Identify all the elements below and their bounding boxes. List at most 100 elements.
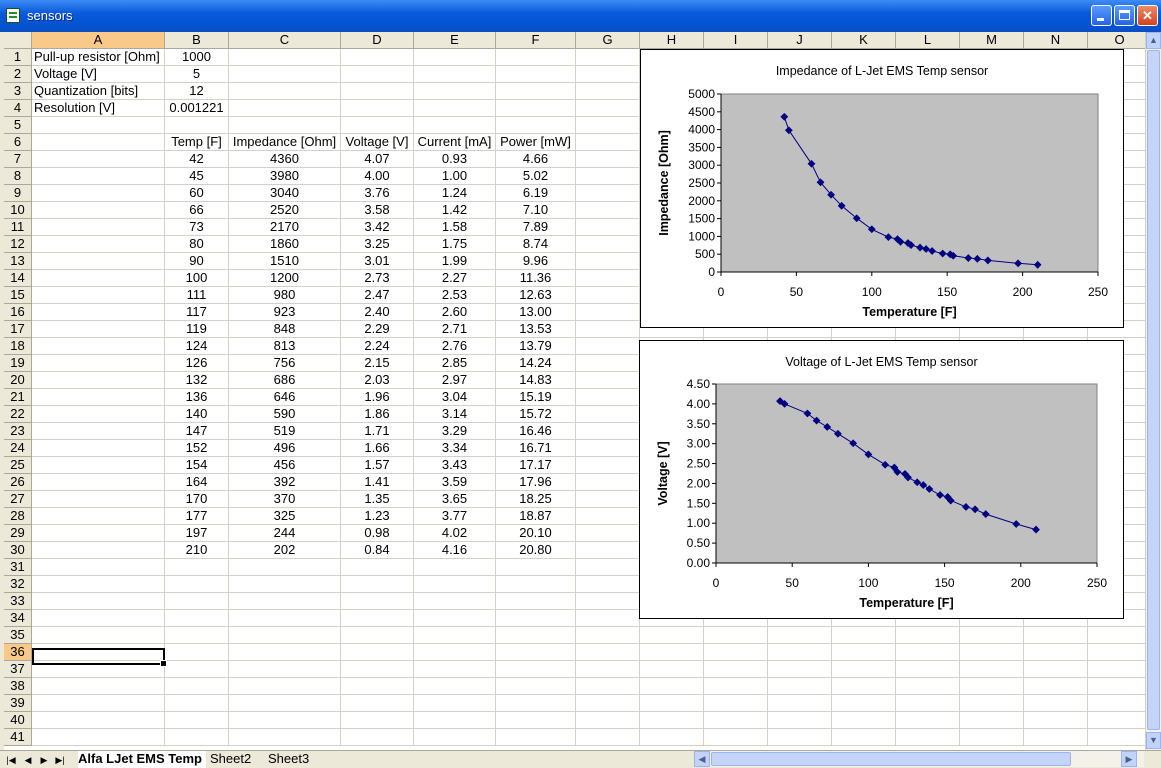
data-cell[interactable]: 132 (165, 372, 229, 389)
cell[interactable] (640, 695, 704, 712)
cell[interactable] (576, 66, 640, 83)
cell[interactable] (32, 270, 165, 287)
cell[interactable] (768, 729, 832, 746)
cell[interactable] (414, 627, 496, 644)
cell[interactable] (341, 66, 414, 83)
prev-sheet-icon[interactable]: ◀ (24, 755, 32, 765)
cell[interactable] (414, 100, 496, 117)
cell[interactable] (32, 559, 165, 576)
cell[interactable] (165, 678, 229, 695)
data-cell[interactable]: 154 (165, 457, 229, 474)
column-header-c[interactable]: C (229, 32, 341, 49)
first-sheet-icon[interactable]: |◀ (6, 755, 16, 765)
cell[interactable] (960, 712, 1024, 729)
data-cell[interactable]: 3.77 (414, 508, 496, 525)
data-cell[interactable]: 2.29 (341, 321, 414, 338)
data-cell[interactable]: 3.04 (414, 389, 496, 406)
row-header[interactable]: 35 (4, 627, 32, 644)
cell[interactable] (165, 695, 229, 712)
cell[interactable] (32, 695, 165, 712)
cell[interactable] (414, 83, 496, 100)
cell[interactable] (32, 576, 165, 593)
cell[interactable] (576, 389, 640, 406)
cell[interactable] (576, 355, 640, 372)
column-header-k[interactable]: K (832, 32, 896, 49)
column-header-d[interactable]: D (341, 32, 414, 49)
row-header[interactable]: 31 (4, 559, 32, 576)
cell[interactable] (576, 49, 640, 66)
data-cell[interactable]: 980 (229, 287, 341, 304)
cell[interactable] (832, 644, 896, 661)
data-cell[interactable]: 66 (165, 202, 229, 219)
data-cell[interactable]: 2.15 (341, 355, 414, 372)
row-header[interactable]: 30 (4, 542, 32, 559)
data-cell[interactable]: 126 (165, 355, 229, 372)
cell[interactable] (32, 219, 165, 236)
data-cell[interactable]: 370 (229, 491, 341, 508)
cell[interactable] (229, 644, 341, 661)
cell[interactable] (32, 440, 165, 457)
cell[interactable] (960, 661, 1024, 678)
data-cell[interactable]: 1.57 (341, 457, 414, 474)
cell[interactable] (1024, 678, 1088, 695)
data-cell[interactable]: 3.25 (341, 236, 414, 253)
cell[interactable] (768, 695, 832, 712)
cell[interactable] (576, 559, 640, 576)
vertical-scroll-thumb[interactable] (1147, 50, 1160, 730)
row-header[interactable]: 16 (4, 304, 32, 321)
row-header[interactable]: 11 (4, 219, 32, 236)
cell[interactable] (229, 712, 341, 729)
cell[interactable] (32, 168, 165, 185)
row-header[interactable]: 14 (4, 270, 32, 287)
cell[interactable] (704, 729, 768, 746)
row-header[interactable]: 13 (4, 253, 32, 270)
cell[interactable] (165, 559, 229, 576)
data-cell[interactable]: 14.83 (496, 372, 576, 389)
cell[interactable] (341, 627, 414, 644)
cell[interactable] (32, 253, 165, 270)
cell[interactable] (165, 610, 229, 627)
data-cell[interactable]: 1.66 (341, 440, 414, 457)
data-cell[interactable]: 14.24 (496, 355, 576, 372)
cell[interactable] (896, 661, 960, 678)
data-cell[interactable]: 1.00 (414, 168, 496, 185)
cell[interactable] (414, 661, 496, 678)
cell[interactable] (414, 117, 496, 134)
scroll-right-button[interactable]: ▶ (1121, 751, 1137, 767)
cell[interactable] (32, 508, 165, 525)
cell[interactable] (32, 491, 165, 508)
cell[interactable] (341, 661, 414, 678)
data-cell[interactable]: 17.17 (496, 457, 576, 474)
cell[interactable] (576, 83, 640, 100)
cell[interactable] (576, 168, 640, 185)
cell[interactable] (832, 321, 896, 338)
cell[interactable] (576, 185, 640, 202)
vertical-scrollbar[interactable]: ▲ ▼ (1145, 32, 1161, 750)
data-cell[interactable]: 392 (229, 474, 341, 491)
cell[interactable] (768, 661, 832, 678)
cell[interactable] (576, 202, 640, 219)
data-cell[interactable]: Temp [F] (165, 134, 229, 151)
cell[interactable] (32, 338, 165, 355)
data-cell[interactable]: Current [mA] (414, 134, 496, 151)
data-cell[interactable]: 2170 (229, 219, 341, 236)
row-header[interactable]: 18 (4, 338, 32, 355)
voltage-chart[interactable]: Voltage of L-Jet EMS Temp sensor 0.00 0.50… (639, 340, 1124, 619)
cell[interactable] (832, 712, 896, 729)
cell[interactable] (704, 661, 768, 678)
column-header-l[interactable]: L (896, 32, 960, 49)
data-cell[interactable]: 2.40 (341, 304, 414, 321)
data-cell[interactable]: 756 (229, 355, 341, 372)
data-cell[interactable]: 2.53 (414, 287, 496, 304)
cell[interactable] (960, 644, 1024, 661)
row-header[interactable]: 40 (4, 712, 32, 729)
data-cell[interactable]: 124 (165, 338, 229, 355)
row-header[interactable]: 12 (4, 236, 32, 253)
column-header-b[interactable]: B (165, 32, 229, 49)
cell[interactable] (576, 525, 640, 542)
data-cell[interactable]: 0.84 (341, 542, 414, 559)
data-cell[interactable]: 1.86 (341, 406, 414, 423)
data-cell[interactable]: 3.14 (414, 406, 496, 423)
cell[interactable] (768, 644, 832, 661)
row-header[interactable]: 34 (4, 610, 32, 627)
